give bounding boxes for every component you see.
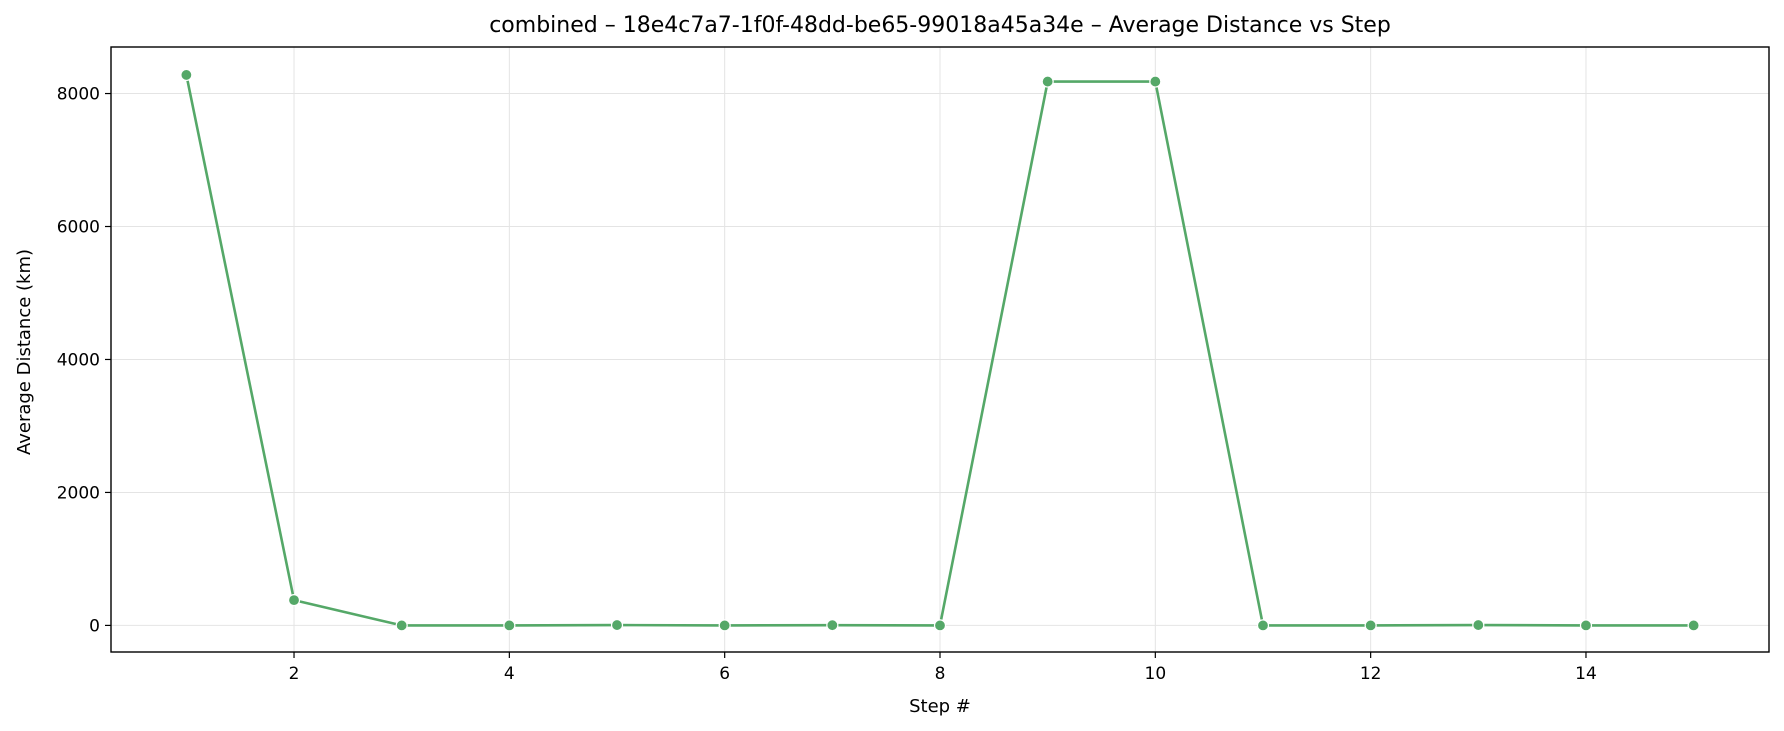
x-tick-label: 4 bbox=[504, 664, 515, 684]
x-tick-label: 2 bbox=[289, 664, 300, 684]
grid-lines bbox=[111, 47, 1769, 652]
chart-title: combined – 18e4c7a7-1f0f-48dd-be65-99018… bbox=[489, 13, 1391, 38]
x-tick-label: 14 bbox=[1575, 664, 1597, 684]
y-tick-label: 2000 bbox=[57, 483, 100, 503]
data-point bbox=[610, 618, 624, 632]
data-point bbox=[1687, 619, 1700, 632]
data-point bbox=[395, 619, 408, 632]
data-point bbox=[1472, 618, 1485, 632]
y-tick-label: 6000 bbox=[57, 218, 100, 238]
axis-ticks: 2 4 6 8 10 12 14 0 2000 4000 6000 8000 bbox=[57, 85, 1597, 684]
data-point bbox=[826, 619, 839, 632]
data-point bbox=[718, 619, 731, 632]
x-axis-label: Step # bbox=[909, 696, 971, 717]
series-line-layer bbox=[180, 68, 1700, 632]
x-tick-label: 6 bbox=[719, 664, 730, 684]
data-point bbox=[1149, 75, 1162, 88]
data-point bbox=[180, 68, 193, 82]
y-tick-label: 8000 bbox=[57, 85, 100, 105]
data-point bbox=[1364, 619, 1377, 632]
data-point bbox=[933, 619, 947, 632]
x-tick-label: 12 bbox=[1360, 664, 1382, 684]
data-point bbox=[503, 619, 516, 632]
y-tick-label: 0 bbox=[89, 616, 100, 636]
y-axis-label: Average Distance (km) bbox=[14, 249, 35, 455]
data-point bbox=[1256, 619, 1270, 632]
y-tick-label: 4000 bbox=[57, 350, 100, 370]
data-point bbox=[1041, 75, 1054, 88]
data-point bbox=[287, 594, 301, 607]
data-point bbox=[1579, 619, 1593, 632]
x-tick-label: 10 bbox=[1145, 664, 1167, 684]
x-tick-label: 8 bbox=[935, 664, 946, 684]
